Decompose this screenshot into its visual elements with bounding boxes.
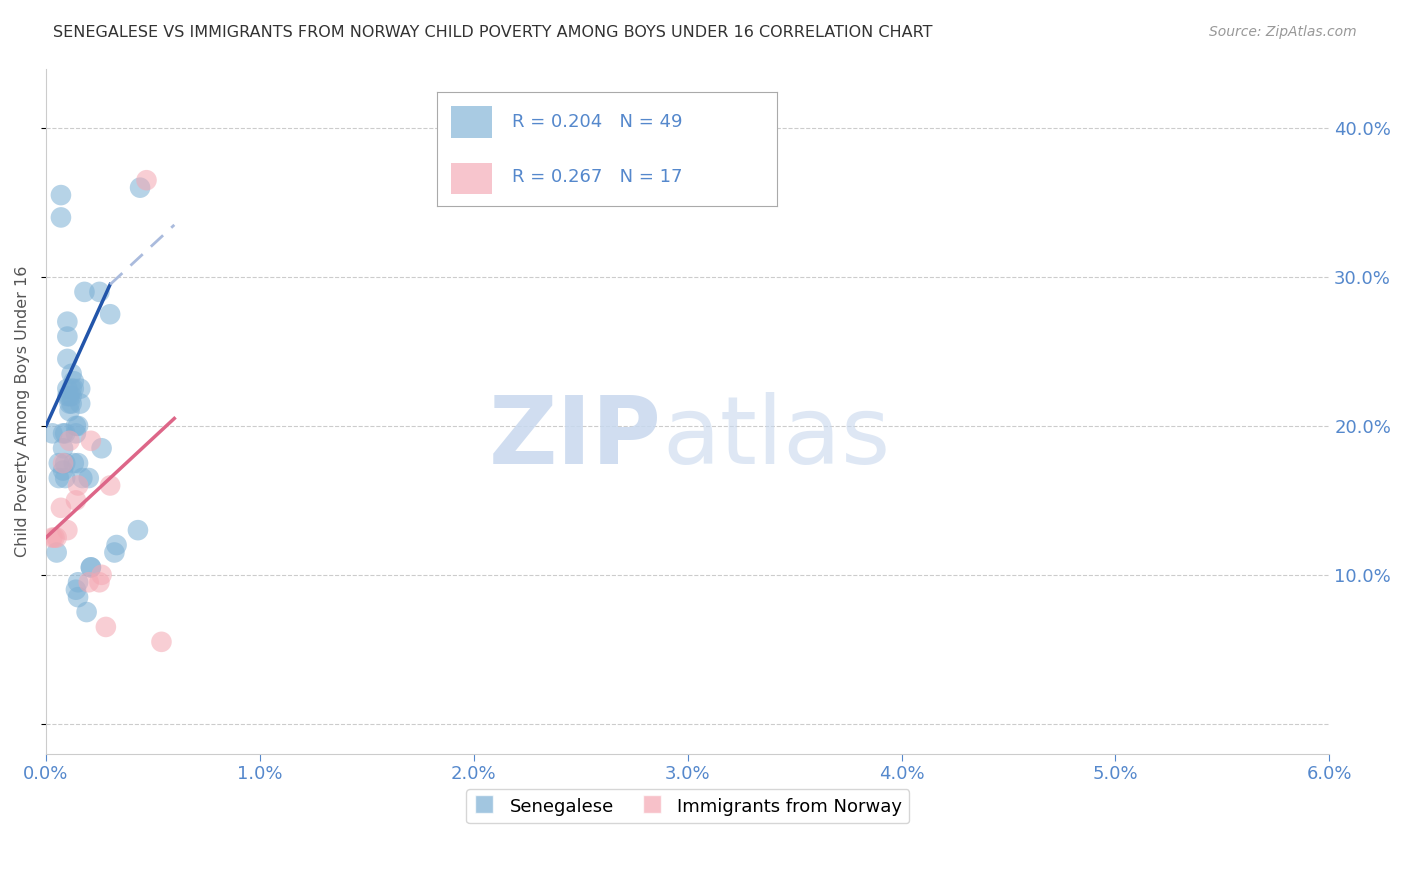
Point xyxy=(73,285,96,299)
Point xyxy=(49,211,72,225)
Point xyxy=(67,418,90,433)
Point xyxy=(67,590,90,604)
Point xyxy=(52,426,75,441)
Point xyxy=(129,180,152,194)
Point xyxy=(72,471,94,485)
Point xyxy=(48,456,70,470)
Point xyxy=(69,382,91,396)
Point xyxy=(67,575,90,590)
Point xyxy=(105,538,128,552)
Point xyxy=(94,620,117,634)
Point xyxy=(98,478,121,492)
Point xyxy=(41,531,63,545)
Point xyxy=(58,389,80,403)
Point xyxy=(89,285,111,299)
Point xyxy=(53,471,76,485)
Point xyxy=(53,456,76,470)
Point xyxy=(60,396,83,410)
Point xyxy=(60,389,83,403)
Point xyxy=(65,493,87,508)
Point xyxy=(80,434,103,448)
Point xyxy=(65,426,87,441)
Point xyxy=(65,582,87,597)
Point xyxy=(49,500,72,515)
Point xyxy=(62,456,84,470)
Point xyxy=(58,396,80,410)
Point xyxy=(76,605,98,619)
Point xyxy=(49,188,72,202)
Point xyxy=(135,173,157,187)
Point xyxy=(89,575,111,590)
Point xyxy=(45,545,67,559)
Point xyxy=(65,418,87,433)
Y-axis label: Child Poverty Among Boys Under 16: Child Poverty Among Boys Under 16 xyxy=(15,265,30,557)
Text: atlas: atlas xyxy=(662,392,890,484)
Point xyxy=(56,351,79,366)
Point xyxy=(56,315,79,329)
Point xyxy=(56,329,79,343)
Point xyxy=(150,635,173,649)
Point xyxy=(45,531,67,545)
Point xyxy=(67,478,90,492)
Point xyxy=(90,567,112,582)
Point xyxy=(98,307,121,321)
Point xyxy=(80,560,103,574)
Point xyxy=(56,523,79,537)
Point xyxy=(58,404,80,418)
Point xyxy=(67,456,90,470)
Point xyxy=(62,382,84,396)
Point xyxy=(62,374,84,388)
Point xyxy=(56,382,79,396)
Point xyxy=(77,471,100,485)
Point xyxy=(41,426,63,441)
Point xyxy=(58,434,80,448)
Text: Source: ZipAtlas.com: Source: ZipAtlas.com xyxy=(1209,25,1357,39)
Text: SENEGALESE VS IMMIGRANTS FROM NORWAY CHILD POVERTY AMONG BOYS UNDER 16 CORRELATI: SENEGALESE VS IMMIGRANTS FROM NORWAY CHI… xyxy=(53,25,934,40)
Point xyxy=(44,531,66,545)
Point xyxy=(77,575,100,590)
Point xyxy=(52,456,75,470)
Point xyxy=(53,426,76,441)
Point xyxy=(80,560,103,574)
Text: ZIP: ZIP xyxy=(489,392,662,484)
Point xyxy=(60,382,83,396)
Point xyxy=(56,389,79,403)
Legend: Senegalese, Immigrants from Norway: Senegalese, Immigrants from Norway xyxy=(467,789,910,823)
Point xyxy=(69,396,91,410)
Point xyxy=(48,471,70,485)
Point xyxy=(52,442,75,456)
Point xyxy=(52,464,75,478)
Point xyxy=(60,367,83,381)
Point xyxy=(127,523,149,537)
Point xyxy=(90,442,112,456)
Point xyxy=(103,545,125,559)
